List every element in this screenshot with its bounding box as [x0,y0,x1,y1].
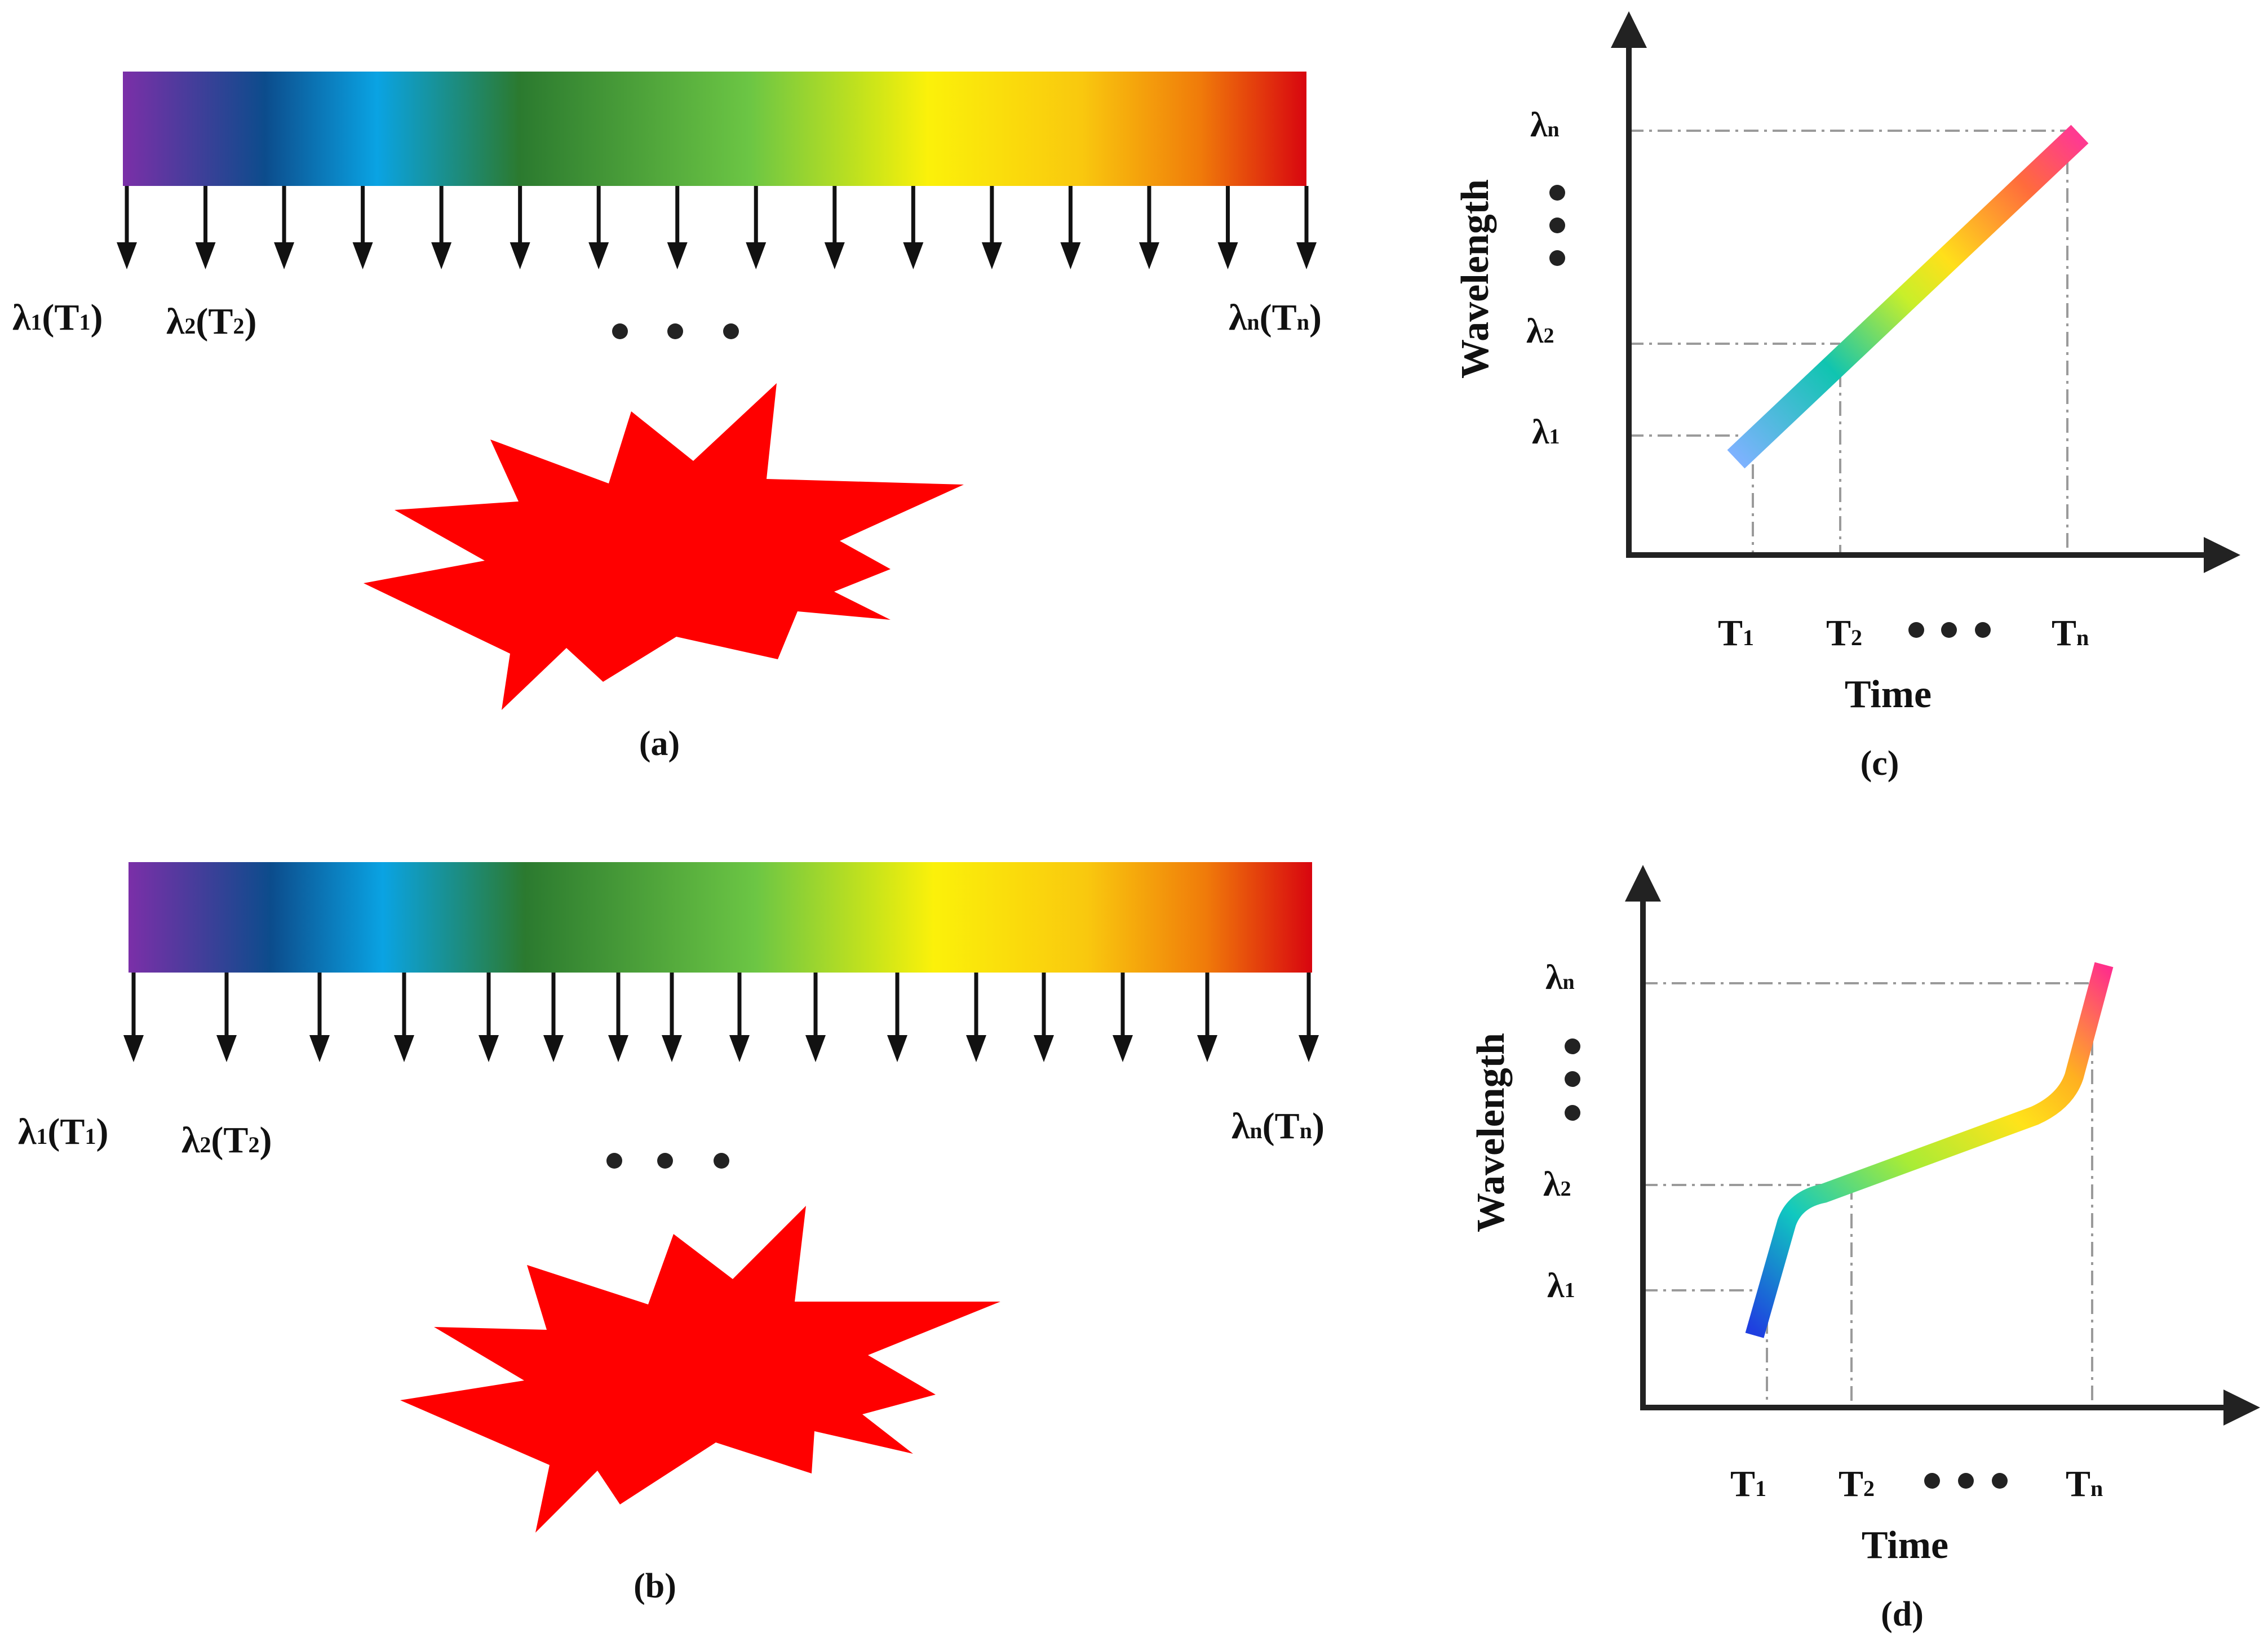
b-arrow-head-5 [479,1035,499,1062]
a-arrow-head-2 [195,242,216,269]
a-arrow-head-9 [746,242,767,269]
spectrum-bar-b [129,862,1312,973]
b-arrow-head-14 [1113,1035,1133,1062]
xlabel-c: Time [1845,673,1932,716]
y-ellipsis-d [1565,1038,1580,1121]
ytick-d-2: λ2 [1543,1165,1571,1204]
a-arrow-head-1 [117,242,137,269]
ellipsis-a [612,323,739,339]
wavelength-curve-d [1745,962,2114,1338]
b-arrow-head-8 [662,1035,682,1062]
a-arrow-head-7 [588,242,609,269]
b-arrow-head-7 [608,1035,628,1062]
b-arrow-head-16 [1299,1035,1319,1062]
b-arrow-head-15 [1197,1035,1217,1062]
b-arrow-head-1 [123,1035,144,1062]
label-a-second: λ2(T2) [166,301,256,342]
label-a-last: λn(Tn) [1229,297,1322,338]
ytick-c-1: λ1 [1532,413,1560,451]
a-arrow-head-14 [1139,242,1159,269]
b-arrow-head-10 [805,1035,826,1062]
guides-c [1629,130,2068,555]
ylabel-c: Wavelength [1454,179,1497,379]
burst-b [400,1206,1000,1533]
caption-c: (c) [1861,744,1899,783]
label-b-first: λ1(T1) [18,1111,108,1152]
a-arrow-head-15 [1217,242,1238,269]
caption-d: (d) [1881,1595,1924,1633]
axes-d [1640,871,2252,1410]
a-arrow-head-12 [981,242,1002,269]
arrow-group-a [117,186,1317,269]
xtick-c-2: T2 [1826,612,1862,654]
a-arrow-head-16 [1296,242,1317,269]
guides-d [1643,982,2093,1408]
label-b-last: λn(Tn) [1232,1106,1325,1147]
b-arrow-head-4 [394,1035,414,1062]
ylabel-d: Wavelength [1469,1033,1513,1232]
spectrum-bar-a [123,72,1306,186]
b-arrow-head-3 [309,1035,330,1062]
y-axis-arrow-d [1625,865,1661,902]
axes-c [1626,17,2232,558]
xtick-c-1: T1 [1718,612,1754,654]
xtick-c-n: Tn [2052,612,2089,654]
a-arrow-head-11 [903,242,924,269]
x-axis-arrow-d [2223,1390,2260,1426]
panel-c: λn λ2 λ1 Wavelength T1 T2 Tn Time (c) [1454,11,2240,783]
a-arrow-head-10 [824,242,845,269]
label-a-first: λ1(T1) [12,297,103,338]
b-arrow-head-2 [216,1035,237,1062]
burst-a [364,383,964,710]
b-arrow-head-6 [543,1035,564,1062]
a-arrow-head-13 [1060,242,1081,269]
caption-b: (b) [634,1567,676,1605]
a-arrow-head-8 [667,242,688,269]
xtick-d-1: T1 [1730,1463,1766,1504]
x-ellipsis-d [1924,1473,2008,1489]
b-arrow-head-12 [966,1035,986,1062]
panel-a: λ1(T1) λ2(T2) λn(Tn) (a) [12,72,1322,763]
xlabel-d: Time [1862,1524,1948,1567]
y-axis-arrow-c [1611,11,1647,48]
ytick-c-2: λ2 [1526,312,1554,350]
xtick-d-n: Tn [2066,1463,2103,1504]
x-ellipsis-c [1908,622,1991,638]
ytick-c-n: λn [1530,106,1560,144]
caption-a: (a) [639,725,680,763]
a-arrow-head-5 [431,242,452,269]
wavelength-line-c [1727,125,2089,469]
x-axis-arrow-c [2204,537,2240,573]
b-arrow-head-13 [1034,1035,1054,1062]
a-arrow-head-3 [274,242,295,269]
ytick-d-n: λn [1545,958,1575,997]
a-arrow-head-6 [510,242,530,269]
b-arrow-head-9 [729,1035,750,1062]
y-ellipsis-c [1549,185,1565,266]
b-arrow-head-11 [887,1035,907,1062]
panel-d: λn λ2 λ1 Wavelength T1 T2 Tn Time (d) [1469,865,2260,1633]
label-b-second: λ2(T2) [181,1120,272,1161]
a-arrow-head-4 [352,242,373,269]
xtick-d-2: T2 [1839,1463,1875,1504]
arrow-group-b [123,973,1319,1062]
ellipsis-b [606,1153,729,1169]
ytick-d-1: λ1 [1547,1267,1575,1305]
panel-b: λ1(T1) λ2(T2) λn(Tn) (b) [18,862,1325,1605]
